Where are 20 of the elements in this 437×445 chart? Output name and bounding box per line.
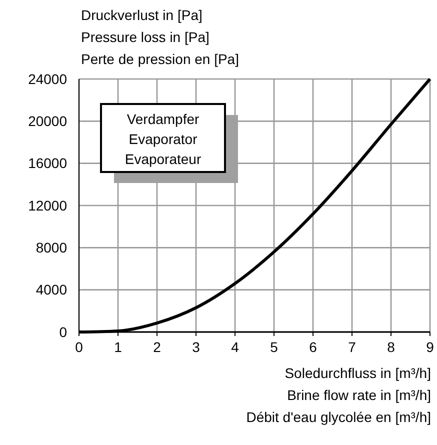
x-tick-label: 0: [75, 339, 84, 355]
annotation: Verdampfer Evaporator Evaporateur: [124, 111, 202, 167]
x-tick-label: 2: [153, 339, 162, 355]
x-tick-label: 6: [309, 339, 318, 355]
y-tick-label: 4000: [36, 282, 68, 298]
y-tick-label: 24000: [28, 70, 68, 87]
y-tick-label: 16000: [28, 155, 68, 172]
x-tick-label: 1: [114, 339, 122, 355]
y-tick-label: 8000: [36, 240, 68, 256]
x-tick-label: 9: [426, 339, 434, 355]
y-axis-title: Druckverlust in [Pa] Pressure loss in [Pa] Perte de pression en [Pa]: [81, 7, 239, 67]
x-tick-label: 5: [270, 339, 278, 355]
x-tick-label: 4: [231, 339, 240, 355]
y-tick-label: 0: [59, 324, 68, 340]
x-tick-label: 8: [387, 339, 396, 355]
y-tick-label: 12000: [28, 197, 68, 214]
x-axis-title: Soledurchfluss in [m³/h] Brine flow rate in [m³/h] Débit d'eau glycolée en [m³/h]: [246, 365, 431, 425]
x-tick-label: 3: [192, 339, 200, 355]
x-tick-label: 7: [348, 339, 356, 355]
y-tick-label: 20000: [28, 113, 68, 130]
